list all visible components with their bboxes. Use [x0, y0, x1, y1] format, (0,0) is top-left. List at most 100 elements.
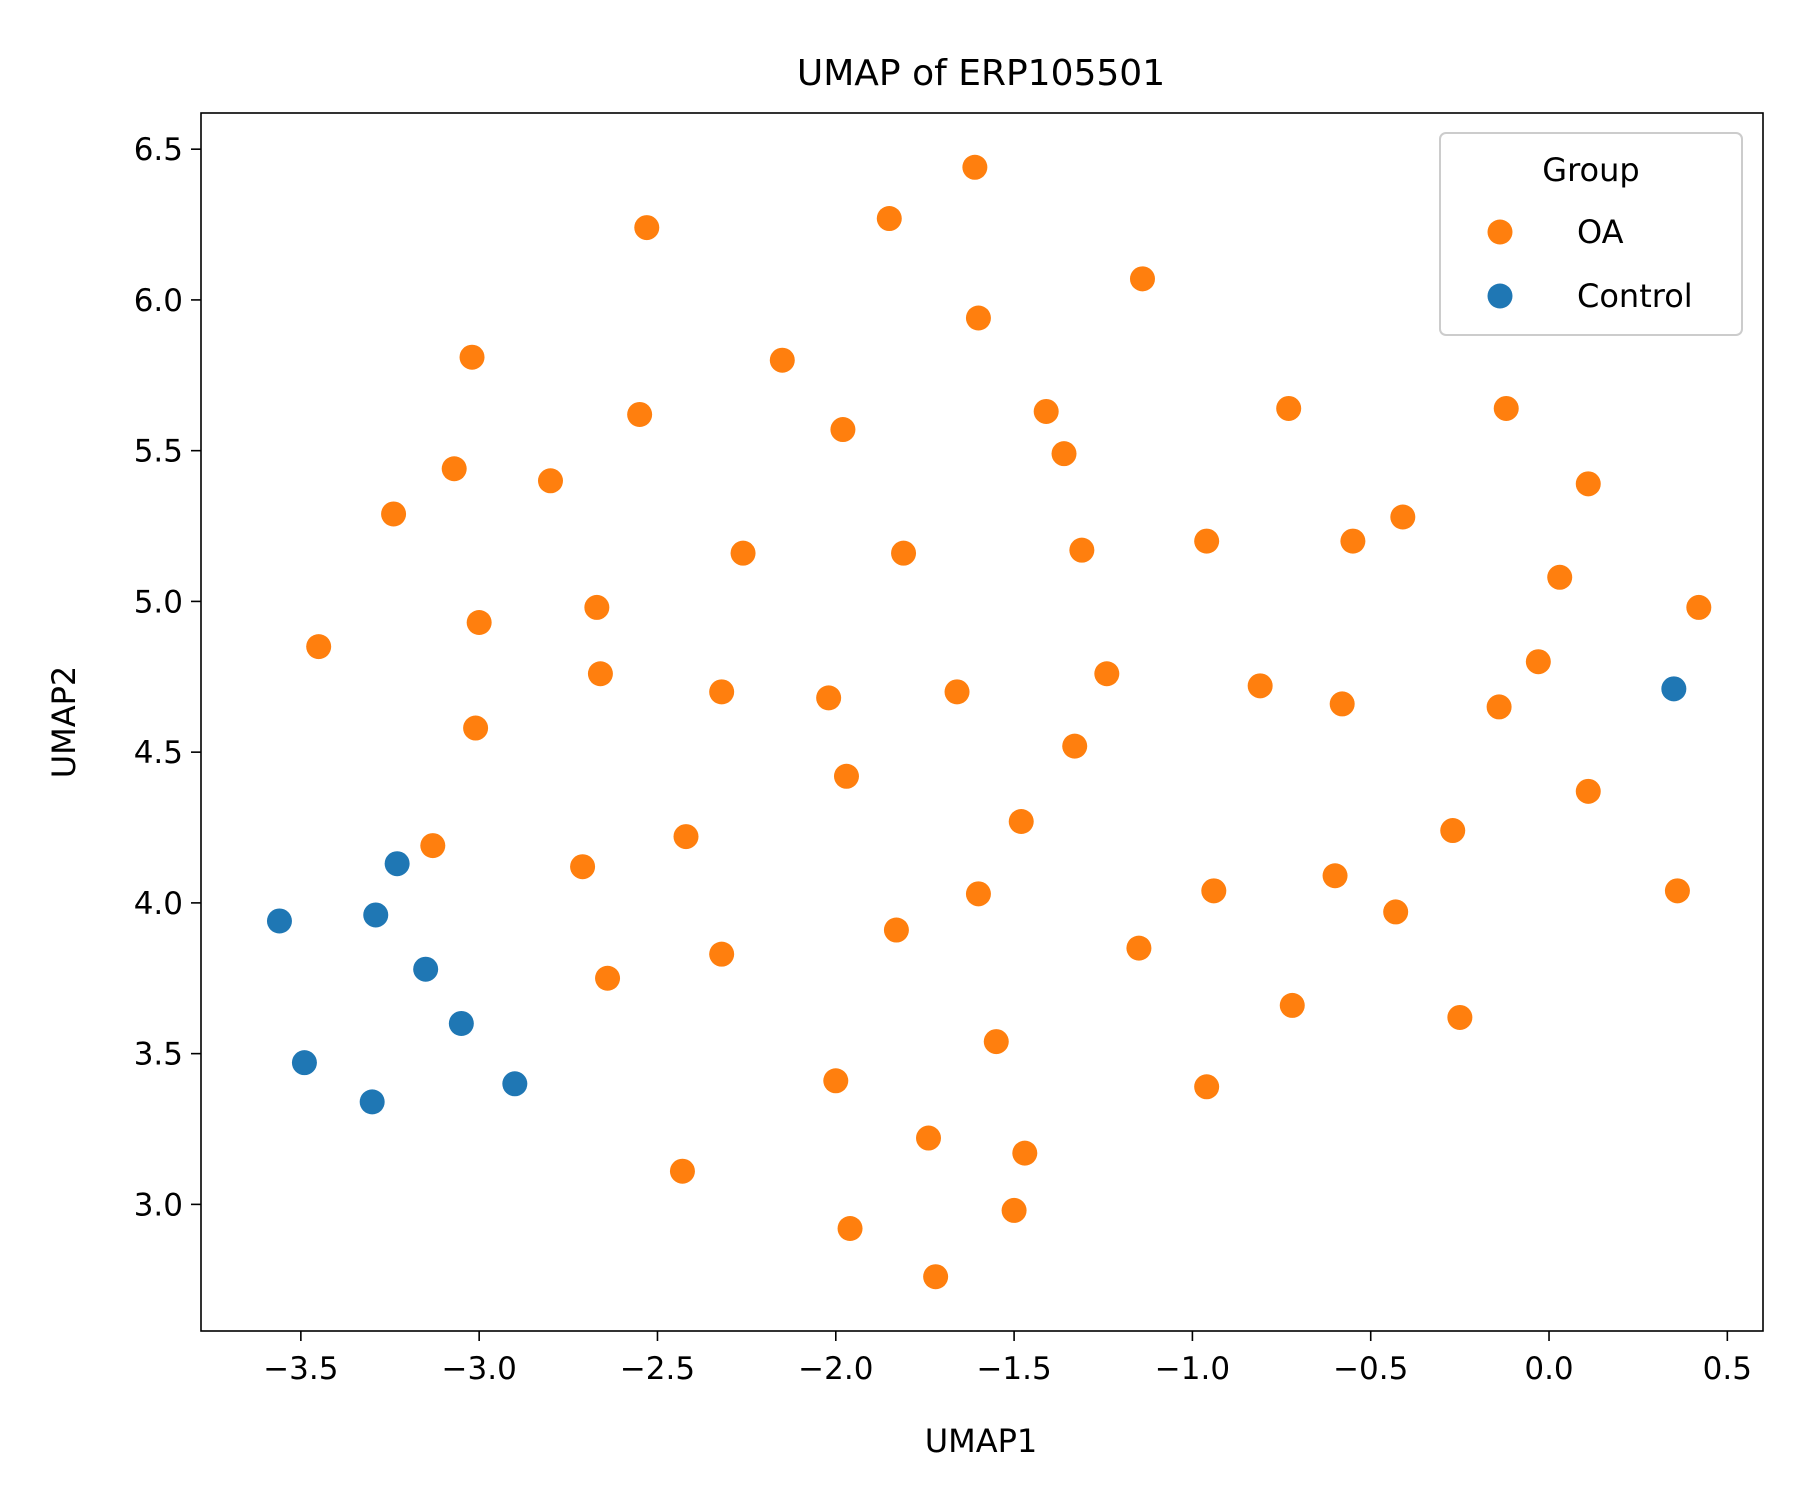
legend-frame [1439, 132, 1743, 336]
point-oa [1329, 691, 1355, 717]
point-oa [306, 634, 332, 660]
legend-marker-oa [1487, 219, 1513, 245]
point-oa [584, 594, 610, 620]
y-tick-label: 4.0 [134, 886, 183, 922]
point-oa [883, 917, 909, 943]
x-tick-label: 0.5 [1703, 1351, 1752, 1387]
point-oa [1001, 1197, 1027, 1223]
x-tick-label: −3.5 [263, 1351, 338, 1387]
point-oa [1051, 441, 1077, 467]
point-oa [965, 305, 991, 331]
legend: Group OA Control [1439, 132, 1743, 336]
point-oa [1247, 673, 1273, 699]
point-oa [709, 941, 735, 967]
plot-area [200, 112, 1764, 1332]
point-oa [627, 401, 653, 427]
point-oa [1322, 863, 1348, 889]
legend-label-oa: OA [1577, 213, 1624, 251]
point-oa [669, 1158, 695, 1184]
x-tick-label: −2.0 [798, 1351, 873, 1387]
y-tick-label: 4.5 [134, 735, 183, 771]
point-oa [876, 206, 902, 232]
point-oa [833, 763, 859, 789]
point-oa [916, 1125, 942, 1151]
legend-title: Group [1542, 151, 1639, 189]
point-oa [1547, 564, 1573, 590]
point-control [502, 1071, 528, 1097]
point-oa [595, 965, 621, 991]
point-oa [1575, 471, 1601, 497]
point-oa [1686, 594, 1712, 620]
y-tick-label: 6.5 [134, 132, 183, 168]
point-oa [1383, 899, 1409, 925]
x-tick-label: −1.5 [976, 1351, 1051, 1387]
point-oa [1194, 1074, 1220, 1100]
x-axis-label: UMAP1 [925, 1422, 1038, 1460]
x-tick-label: −0.5 [1333, 1351, 1408, 1387]
point-oa [1033, 398, 1059, 424]
x-tick-label: −1.0 [1155, 1351, 1230, 1387]
point-oa [1201, 878, 1227, 904]
point-oa [466, 610, 492, 636]
point-oa [837, 1215, 863, 1241]
y-tick-label: 6.0 [134, 283, 183, 319]
point-oa [1664, 878, 1690, 904]
point-control [359, 1089, 385, 1115]
y-tick-label: 3.5 [134, 1037, 183, 1073]
point-oa [1129, 266, 1155, 292]
point-oa [983, 1029, 1009, 1055]
y-tick-label: 5.0 [134, 584, 183, 620]
point-oa [634, 215, 660, 241]
point-control [363, 902, 389, 928]
points-layer [266, 154, 1712, 1290]
point-oa [891, 540, 917, 566]
x-tick-label: −3.0 [442, 1351, 517, 1387]
point-control [291, 1050, 317, 1076]
point-oa [1390, 504, 1416, 530]
legend-label-control: Control [1577, 277, 1693, 315]
point-oa [570, 854, 596, 880]
point-oa [1493, 395, 1519, 421]
point-oa [1126, 935, 1152, 961]
point-oa [673, 824, 699, 850]
point-oa [587, 661, 613, 687]
point-oa [1340, 528, 1366, 554]
x-axis: −3.5 −3.0 −2.5 −2.0 −1.5 −1.0 −0.5 0.0 0.5 [263, 1331, 1752, 1387]
point-oa [1486, 694, 1512, 720]
point-oa [769, 347, 795, 373]
y-axis-label: UMAP2 [45, 666, 83, 779]
plot-frame [200, 112, 1764, 1332]
point-control [266, 908, 292, 934]
point-oa [1440, 818, 1466, 844]
point-oa [730, 540, 756, 566]
y-tick-label: 3.0 [134, 1187, 183, 1223]
point-control [448, 1010, 474, 1036]
x-tick-label: −2.5 [620, 1351, 695, 1387]
point-oa [965, 881, 991, 907]
point-oa [830, 417, 856, 443]
point-oa [1447, 1004, 1473, 1030]
point-oa [944, 679, 970, 705]
point-oa [923, 1264, 949, 1290]
point-oa [1575, 778, 1601, 804]
point-oa [962, 154, 988, 180]
point-oa [1012, 1140, 1038, 1166]
point-oa [1008, 808, 1034, 834]
point-control [413, 956, 439, 982]
point-oa [381, 501, 407, 527]
point-oa [1069, 537, 1095, 563]
legend-marker-control [1487, 283, 1513, 309]
point-oa [441, 456, 467, 482]
point-oa [420, 833, 446, 859]
chart-title: UMAP of ERP105501 [797, 53, 1165, 94]
point-oa [1279, 992, 1305, 1018]
series-oa [306, 154, 1712, 1290]
point-oa [816, 685, 842, 711]
point-oa [709, 679, 735, 705]
y-tick-label: 5.5 [134, 434, 183, 470]
point-oa [537, 468, 563, 494]
point-oa [463, 715, 489, 741]
point-control [384, 851, 410, 877]
point-oa [1094, 661, 1120, 687]
